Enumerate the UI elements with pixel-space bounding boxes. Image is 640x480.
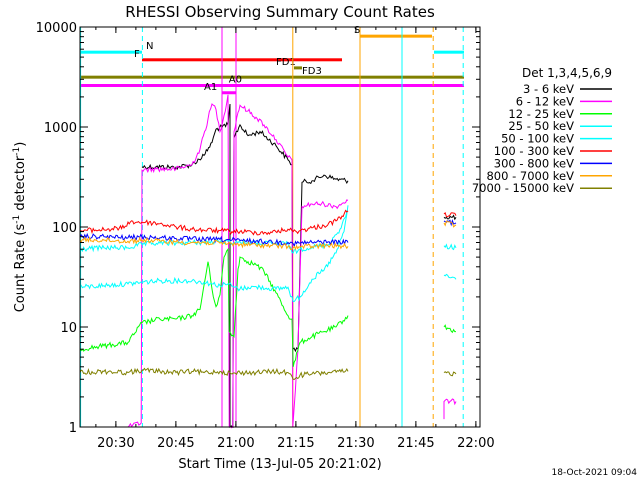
flag-label-a0: A0	[229, 75, 242, 86]
series-line-25-50-kev	[79, 205, 349, 303]
flag-label-f: F	[134, 49, 140, 60]
flag-label-a1: A1	[204, 82, 217, 93]
series-tail-6-12-kev	[443, 398, 457, 420]
x-tick-label: 21:15	[277, 436, 314, 451]
x-tick-label: 20:45	[157, 436, 194, 451]
y-axis-ticks: 1 10 100 1000 10000	[36, 21, 480, 436]
flag-a0: A0	[80, 75, 464, 88]
legend-label-800-7000-kev: 800 - 7000 keV	[486, 169, 574, 183]
flag-s: S	[354, 25, 432, 38]
flag-fd1: FD1	[276, 57, 302, 70]
x-tick-label: 21:30	[337, 436, 374, 451]
series-50-100-kev	[79, 210, 457, 255]
series-tail-12-25-kev	[443, 324, 456, 334]
x-tick-label: 20:30	[97, 436, 134, 451]
y-axis-label: Count Rate (s-1 detector-1)	[12, 142, 28, 313]
y-tick-label: 1000	[44, 121, 77, 136]
series-tail-800-7000-kev	[443, 220, 457, 228]
flag-label-fd1: FD1	[276, 57, 296, 68]
series-tail-7000-15000-kev	[443, 371, 457, 377]
flag-n: N	[80, 41, 464, 54]
flag-label-s: S	[354, 25, 360, 36]
y-axis-label-mid: detector	[13, 155, 28, 215]
y-tick-label: 1	[69, 421, 77, 436]
series-line-50-100-kev	[79, 210, 349, 255]
flag-bar-s	[360, 34, 432, 38]
series-line-100-300-kev	[79, 209, 349, 236]
series-line-7000-15000-kev	[79, 367, 349, 381]
y-tick-label: 100	[52, 221, 77, 236]
x-tick-label: 21:00	[217, 436, 254, 451]
y-axis-label-end: )	[13, 142, 28, 147]
y-axis-label-sup2: -1	[12, 147, 22, 156]
y-axis-label-main: Count Rate (s	[13, 224, 28, 313]
series-100-300-kev	[79, 209, 457, 236]
series-7000-15000-kev	[79, 367, 457, 381]
series-line-12-25-kev	[79, 247, 349, 367]
legend-label-3-6-kev: 3 - 6 keV	[523, 82, 574, 96]
flag-a1: A1	[204, 82, 236, 95]
series-12-25-kev	[79, 247, 456, 367]
legend-label-25-50-kev: 25 - 50 keV	[508, 119, 574, 133]
flag-f: F	[134, 49, 342, 62]
x-axis-ticks: 20:30 20:45 21:00 21:15 21:30 21:45 22:00	[95, 27, 495, 451]
series-6-12-kev	[127, 94, 457, 429]
y-axis-label-sup1: -1	[12, 215, 22, 224]
series-line-6-12-kev	[127, 94, 349, 429]
flag-label-fd3: FD3	[302, 66, 322, 77]
series-tail-100-300-kev	[443, 212, 457, 218]
series-25-50-kev	[79, 205, 457, 303]
x-axis-label: Start Time (13-Jul-05 20:21:02)	[178, 457, 381, 472]
series-lines	[79, 94, 457, 429]
y-tick-label: 10	[60, 321, 77, 336]
flag-bar-a0	[80, 84, 464, 88]
x-tick-label: 22:00	[457, 436, 494, 451]
flag-bar-n	[434, 50, 464, 54]
x-tick-label: 21:45	[397, 436, 434, 451]
series-line-800-7000-kev	[79, 236, 349, 251]
series-line-3-6-kev	[141, 103, 349, 429]
legend-label-7000-15000-kev: 7000 - 15000 keV	[472, 181, 574, 195]
generated-timestamp: 18-Oct-2021 09:04	[552, 468, 638, 478]
flag-bar-fd1	[294, 66, 302, 70]
legend-label-12-25-kev: 12 - 25 keV	[508, 107, 574, 121]
flag-label-n: N	[146, 41, 153, 52]
flag-fd3: FD3	[80, 66, 464, 79]
flag-bar-f	[142, 58, 342, 62]
series-3-6-kev	[141, 103, 457, 429]
legend-label-50-100-kev: 50 - 100 keV	[501, 132, 574, 146]
series-800-7000-kev	[79, 220, 457, 251]
legend-label-100-300-kev: 100 - 300 keV	[494, 144, 574, 158]
legend-label-6-12-kev: 6 - 12 keV	[516, 94, 574, 108]
chart-title: RHESSI Observing Summary Count Rates	[125, 3, 435, 21]
series-tail-25-50-kev	[443, 273, 457, 280]
legend-label-300-800-kev: 300 - 800 keV	[494, 156, 574, 170]
flag-bar-n	[80, 50, 142, 54]
flag-bars: N S F FD1 FD3 A0 A1	[80, 25, 464, 95]
y-tick-label: 10000	[36, 21, 77, 36]
series-tail-3-6-kev	[443, 214, 457, 221]
series-tail-50-100-kev	[443, 243, 457, 251]
flag-bar-a1	[222, 91, 236, 95]
legend-title: Det 1,3,4,5,6,9	[522, 66, 612, 80]
flag-bar-fd3	[80, 75, 464, 79]
